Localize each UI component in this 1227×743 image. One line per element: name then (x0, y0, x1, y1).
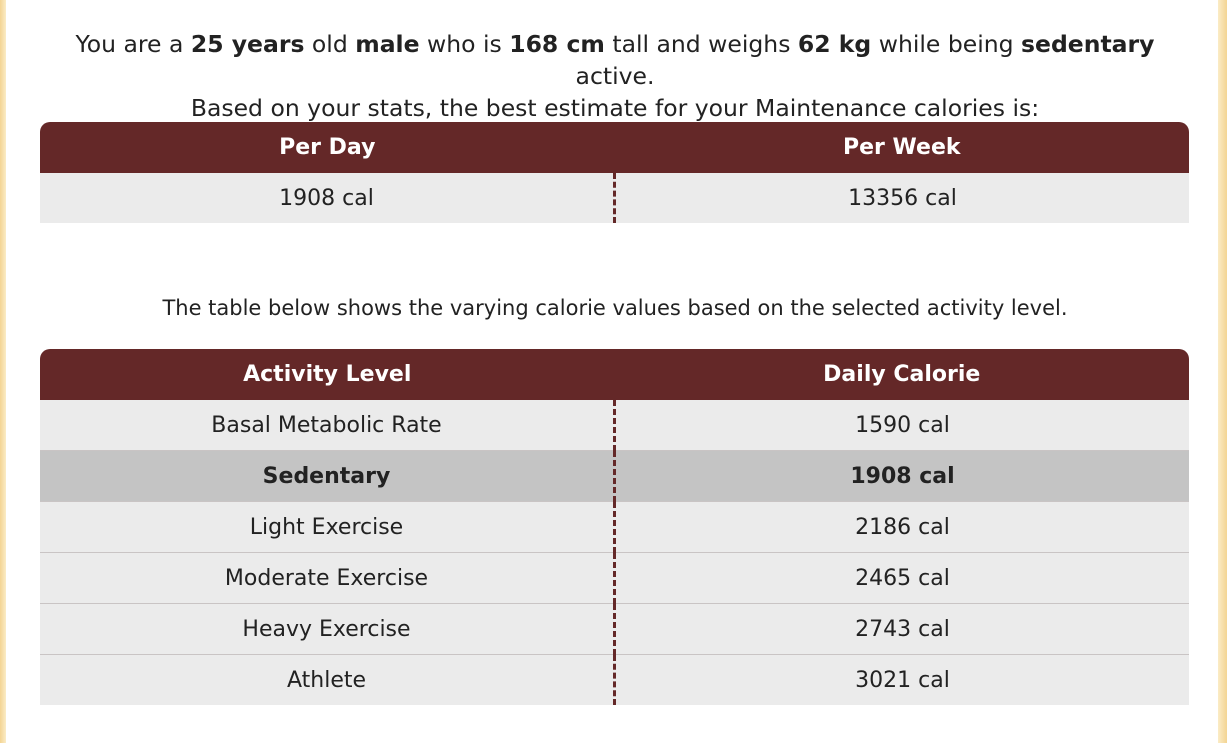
activity-note: The table below shows the varying calori… (162, 296, 1068, 320)
header-per-week: Per Week (614, 122, 1189, 173)
activity-level-cell: Light Exercise (40, 501, 616, 553)
daily-calorie-cell: 2743 cal (614, 603, 1189, 655)
summary-activity: sedentary (1021, 30, 1155, 58)
per-day-value: 1908 cal (40, 173, 616, 223)
frame-left-border (0, 0, 6, 743)
per-week-value: 13356 cal (614, 173, 1189, 223)
table-row: Moderate Exercise 2465 cal (40, 552, 1189, 604)
summary-line-1: You are a 25 years old male who is 168 c… (40, 28, 1190, 92)
summary-gender: male (355, 30, 420, 58)
daily-calorie-cell: 2465 cal (614, 552, 1189, 604)
summary-line-2: Based on your stats, the best estimate f… (190, 94, 1040, 122)
result-summary: You are a 25 years old male who is 168 c… (40, 28, 1190, 124)
daily-calorie-cell: 1590 cal (614, 400, 1189, 451)
daily-calorie-cell: 3021 cal (614, 654, 1189, 705)
table-row-selected: Sedentary 1908 cal (40, 450, 1189, 502)
summary-text: who is (419, 30, 510, 58)
table-row: Heavy Exercise 2743 cal (40, 603, 1189, 655)
activity-level-cell: Moderate Exercise (40, 552, 616, 604)
summary-weight: 62 kg (797, 30, 872, 58)
daily-calorie-cell: 1908 cal (614, 450, 1189, 502)
summary-age: 25 years (190, 30, 305, 58)
results-panel: You are a 25 years old male who is 168 c… (6, 0, 1218, 743)
table-row: Athlete 3021 cal (40, 654, 1189, 705)
summary-text: active. (575, 62, 655, 90)
maintenance-table-header: Per Day Per Week (40, 122, 1189, 173)
maintenance-table-row: 1908 cal 13356 cal (40, 173, 1189, 223)
activity-table: Activity Level Daily Calorie Basal Metab… (40, 349, 1189, 705)
header-daily-calorie: Daily Calorie (614, 349, 1189, 400)
summary-text: while being (871, 30, 1022, 58)
frame-right-border (1218, 0, 1227, 743)
summary-text: old (304, 30, 356, 58)
summary-text: tall and weighs (604, 30, 798, 58)
header-activity-level: Activity Level (40, 349, 615, 400)
table-row: Basal Metabolic Rate 1590 cal (40, 400, 1189, 451)
table-row: Light Exercise 2186 cal (40, 501, 1189, 553)
summary-text: You are a (75, 30, 191, 58)
activity-level-cell: Basal Metabolic Rate (40, 400, 616, 451)
header-per-day: Per Day (40, 122, 615, 173)
activity-table-header: Activity Level Daily Calorie (40, 349, 1189, 400)
summary-height: 168 cm (509, 30, 605, 58)
activity-level-cell: Sedentary (40, 450, 616, 502)
daily-calorie-cell: 2186 cal (614, 501, 1189, 553)
activity-level-cell: Heavy Exercise (40, 603, 616, 655)
maintenance-table: Per Day Per Week 1908 cal 13356 cal (40, 122, 1189, 223)
activity-level-cell: Athlete (40, 654, 616, 705)
